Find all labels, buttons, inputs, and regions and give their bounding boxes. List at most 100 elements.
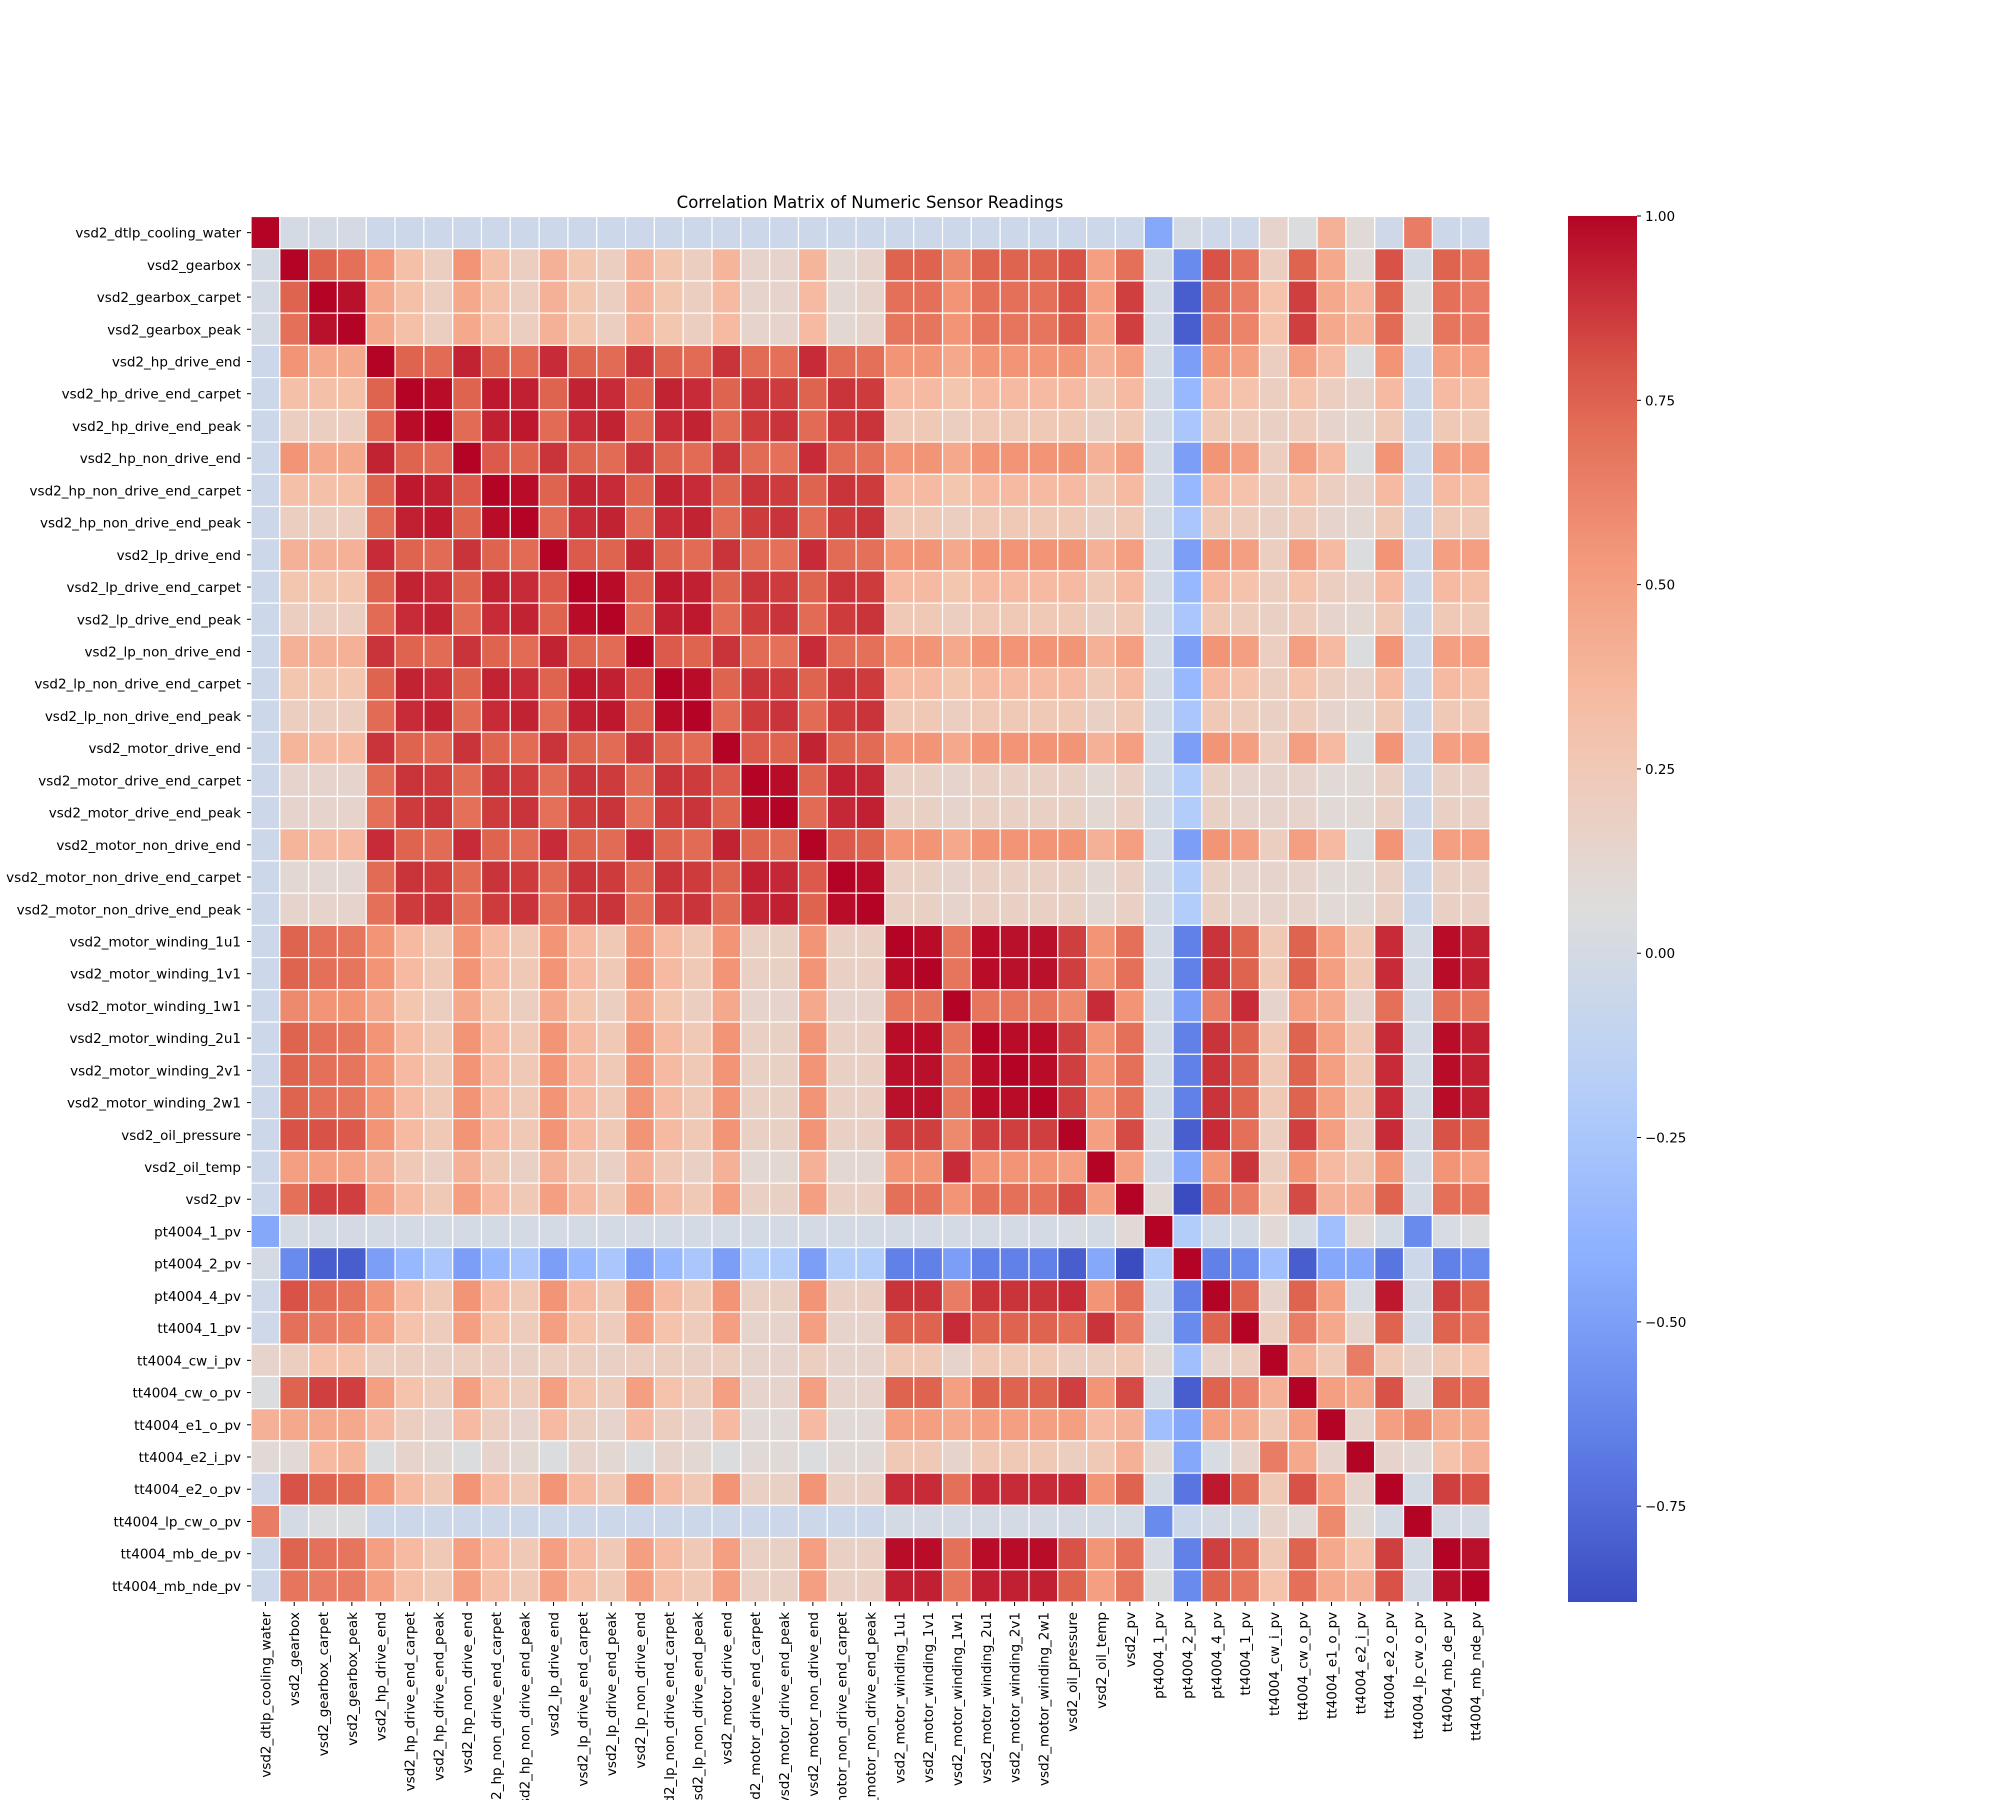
heatmap-cell: [624, 1150, 655, 1184]
heatmap-cell: [365, 699, 396, 733]
heatmap-cell: [769, 924, 800, 959]
heatmap-cell: [480, 1472, 511, 1506]
heatmap-cell: [1114, 280, 1145, 314]
heatmap-cell: [1057, 1246, 1088, 1281]
heatmap-cell: [826, 1279, 857, 1313]
heatmap-cell: [1086, 1311, 1117, 1345]
heatmap-cell: [1143, 1311, 1174, 1345]
heatmap-cell: [394, 377, 425, 411]
heatmap-cell: [596, 344, 627, 379]
heatmap-cell: [336, 956, 367, 991]
heatmap-cell: [941, 441, 972, 475]
heatmap-cell: [1201, 377, 1232, 411]
heatmap-cell: [682, 1246, 713, 1281]
heatmap-cell: [970, 1279, 1001, 1313]
heatmap-cell: [509, 892, 540, 926]
heatmap-cell: [538, 505, 569, 540]
heatmap-cell: [1230, 892, 1261, 926]
heatmap-cell: [308, 1085, 339, 1120]
heatmap-cell: [1374, 1118, 1405, 1152]
heatmap-cell: [1258, 892, 1289, 926]
heatmap-cell: [1172, 505, 1203, 540]
column-label: vsd2_hp_drive_end_carpet: [402, 1612, 418, 1791]
heatmap-cell: [1374, 248, 1405, 282]
heatmap-cell: [423, 1279, 454, 1313]
heatmap-cell: [913, 538, 944, 572]
heatmap-cell: [279, 1408, 310, 1442]
heatmap-cell: [1230, 441, 1261, 475]
heatmap-cell: [308, 570, 339, 604]
heatmap-cell: [509, 860, 540, 894]
heatmap-cell: [624, 1311, 655, 1345]
heatmap-cell: [941, 344, 972, 379]
row-label: vsd2_motor_winding_1u1: [70, 934, 241, 950]
heatmap-cell: [250, 1408, 281, 1442]
heatmap-cell: [1230, 1246, 1261, 1281]
heatmap-cell: [279, 1118, 310, 1152]
heatmap-cell: [423, 892, 454, 926]
heatmap-cell: [596, 280, 627, 314]
row-label: vsd2_motor_winding_1w1: [67, 999, 241, 1015]
chart-title: Correlation Matrix of Numeric Sensor Rea…: [677, 193, 1064, 212]
column-label: vsd2_pv: [1123, 1612, 1139, 1668]
heatmap-cell: [567, 1408, 598, 1442]
heatmap-cell: [1287, 1214, 1318, 1249]
heatmap-cell: [1460, 1343, 1491, 1378]
heatmap-cell: [1028, 409, 1059, 443]
heatmap-cell: [480, 828, 511, 862]
heatmap-cell: [567, 570, 598, 604]
heatmap-cell: [394, 570, 425, 604]
heatmap-cell: [1057, 924, 1088, 959]
row-label: tt4004_e1_o_pv: [134, 1418, 241, 1434]
heatmap-cell: [1114, 1504, 1145, 1539]
heatmap-cell: [1460, 1375, 1491, 1410]
column-label: vsd2_lp_non_drive_end_peak: [691, 1612, 707, 1800]
heatmap-cell: [999, 1214, 1030, 1249]
heatmap-cell: [970, 956, 1001, 991]
heatmap-cell: [999, 602, 1030, 636]
heatmap-cell: [711, 1085, 742, 1120]
heatmap-cell: [1201, 763, 1232, 798]
heatmap-cell: [740, 1150, 771, 1184]
heatmap-cell: [1316, 1182, 1347, 1216]
heatmap-cell: [1086, 344, 1117, 379]
heatmap-cell: [1143, 892, 1174, 926]
heatmap-cell: [567, 763, 598, 798]
heatmap-cell: [1374, 1569, 1405, 1603]
heatmap-cell: [1287, 1408, 1318, 1442]
heatmap-cell: [1460, 1150, 1491, 1184]
heatmap-cell: [538, 666, 569, 701]
heatmap-cell: [769, 1150, 800, 1184]
heatmap-cell: [567, 731, 598, 765]
heatmap-cell: [1258, 1053, 1289, 1088]
heatmap-cell: [423, 1021, 454, 1055]
heatmap-cell: [682, 602, 713, 636]
heatmap-cell: [308, 699, 339, 733]
heatmap-cell: [423, 1053, 454, 1088]
heatmap-cell: [1431, 989, 1462, 1023]
heatmap-cell: [884, 280, 915, 314]
heatmap-cell: [1316, 1085, 1347, 1120]
heatmap-cell: [596, 1504, 627, 1539]
heatmap-cell: [1143, 1279, 1174, 1313]
heatmap-cell: [1230, 1375, 1261, 1410]
heatmap-cell: [250, 989, 281, 1023]
heatmap-cell: [682, 215, 713, 250]
heatmap-cell: [596, 924, 627, 959]
heatmap-cell: [1402, 280, 1433, 314]
heatmap-cell: [567, 1085, 598, 1120]
heatmap-cell: [480, 634, 511, 669]
heatmap-cell: [279, 956, 310, 991]
heatmap-cell: [1028, 473, 1059, 508]
heatmap-cell: [941, 538, 972, 572]
heatmap-cell: [740, 538, 771, 572]
heatmap-cell: [1057, 409, 1088, 443]
heatmap-cell: [480, 1375, 511, 1410]
heatmap-cell: [941, 828, 972, 862]
heatmap-cell: [1086, 1150, 1117, 1184]
heatmap-cell: [884, 344, 915, 379]
heatmap-cell: [596, 215, 627, 250]
heatmap-cell: [509, 215, 540, 250]
heatmap-cell: [423, 538, 454, 572]
heatmap-cell: [884, 1182, 915, 1216]
